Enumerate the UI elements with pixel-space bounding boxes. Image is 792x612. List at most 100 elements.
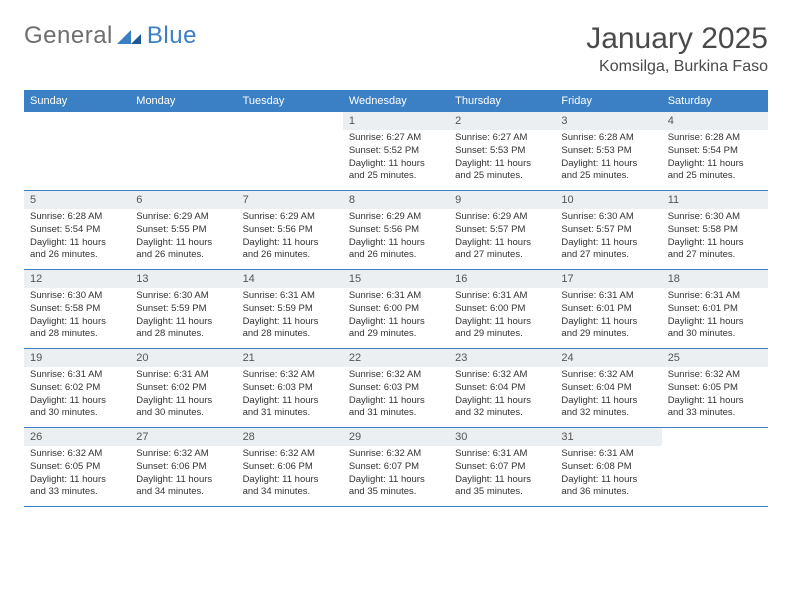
day-cell-empty (662, 428, 768, 506)
day-body: Sunrise: 6:30 AMSunset: 5:59 PMDaylight:… (130, 288, 236, 345)
weekday-row: SundayMondayTuesdayWednesdayThursdayFrid… (24, 90, 768, 112)
day-number: 27 (130, 428, 236, 446)
day-cell: 17Sunrise: 6:31 AMSunset: 6:01 PMDayligh… (555, 270, 661, 348)
day-cell: 20Sunrise: 6:31 AMSunset: 6:02 PMDayligh… (130, 349, 236, 427)
day-body: Sunrise: 6:32 AMSunset: 6:05 PMDaylight:… (24, 446, 130, 503)
day-body: Sunrise: 6:31 AMSunset: 6:02 PMDaylight:… (130, 367, 236, 424)
weekday-wednesday: Wednesday (343, 90, 449, 112)
day-number: 21 (237, 349, 343, 367)
day-cell: 4Sunrise: 6:28 AMSunset: 5:54 PMDaylight… (662, 112, 768, 190)
day-body: Sunrise: 6:31 AMSunset: 5:59 PMDaylight:… (237, 288, 343, 345)
day-number: 15 (343, 270, 449, 288)
day-cell: 7Sunrise: 6:29 AMSunset: 5:56 PMDaylight… (237, 191, 343, 269)
day-cell: 18Sunrise: 6:31 AMSunset: 6:01 PMDayligh… (662, 270, 768, 348)
day-body: Sunrise: 6:29 AMSunset: 5:55 PMDaylight:… (130, 209, 236, 266)
day-body: Sunrise: 6:31 AMSunset: 6:08 PMDaylight:… (555, 446, 661, 503)
day-cell: 24Sunrise: 6:32 AMSunset: 6:04 PMDayligh… (555, 349, 661, 427)
day-cell: 5Sunrise: 6:28 AMSunset: 5:54 PMDaylight… (24, 191, 130, 269)
day-body: Sunrise: 6:30 AMSunset: 5:57 PMDaylight:… (555, 209, 661, 266)
day-body: Sunrise: 6:30 AMSunset: 5:58 PMDaylight:… (24, 288, 130, 345)
day-number: 6 (130, 191, 236, 209)
day-cell: 23Sunrise: 6:32 AMSunset: 6:04 PMDayligh… (449, 349, 555, 427)
weekday-sunday: Sunday (24, 90, 130, 112)
day-body: Sunrise: 6:31 AMSunset: 6:01 PMDaylight:… (555, 288, 661, 345)
day-number: 26 (24, 428, 130, 446)
day-cell: 21Sunrise: 6:32 AMSunset: 6:03 PMDayligh… (237, 349, 343, 427)
weekday-tuesday: Tuesday (237, 90, 343, 112)
day-cell: 28Sunrise: 6:32 AMSunset: 6:06 PMDayligh… (237, 428, 343, 506)
day-number: 29 (343, 428, 449, 446)
day-body: Sunrise: 6:32 AMSunset: 6:03 PMDaylight:… (237, 367, 343, 424)
day-number: 23 (449, 349, 555, 367)
day-body: Sunrise: 6:32 AMSunset: 6:06 PMDaylight:… (130, 446, 236, 503)
week-row: 12Sunrise: 6:30 AMSunset: 5:58 PMDayligh… (24, 270, 768, 349)
day-cell-empty (24, 112, 130, 190)
day-number: 1 (343, 112, 449, 130)
day-cell: 1Sunrise: 6:27 AMSunset: 5:52 PMDaylight… (343, 112, 449, 190)
day-number: 7 (237, 191, 343, 209)
day-cell: 31Sunrise: 6:31 AMSunset: 6:08 PMDayligh… (555, 428, 661, 506)
day-number: 3 (555, 112, 661, 130)
day-body: Sunrise: 6:31 AMSunset: 6:02 PMDaylight:… (24, 367, 130, 424)
day-number: 20 (130, 349, 236, 367)
day-cell: 10Sunrise: 6:30 AMSunset: 5:57 PMDayligh… (555, 191, 661, 269)
day-cell: 27Sunrise: 6:32 AMSunset: 6:06 PMDayligh… (130, 428, 236, 506)
day-cell: 14Sunrise: 6:31 AMSunset: 5:59 PMDayligh… (237, 270, 343, 348)
day-number: 12 (24, 270, 130, 288)
day-body: Sunrise: 6:29 AMSunset: 5:56 PMDaylight:… (237, 209, 343, 266)
day-number: 10 (555, 191, 661, 209)
day-body: Sunrise: 6:30 AMSunset: 5:58 PMDaylight:… (662, 209, 768, 266)
day-body: Sunrise: 6:31 AMSunset: 6:00 PMDaylight:… (449, 288, 555, 345)
day-number (130, 112, 236, 130)
day-number: 24 (555, 349, 661, 367)
day-number: 25 (662, 349, 768, 367)
weekday-thursday: Thursday (449, 90, 555, 112)
day-body: Sunrise: 6:32 AMSunset: 6:05 PMDaylight:… (662, 367, 768, 424)
day-body: Sunrise: 6:28 AMSunset: 5:54 PMDaylight:… (24, 209, 130, 266)
logo: General Blue (24, 22, 197, 50)
day-number (237, 112, 343, 130)
calendar: SundayMondayTuesdayWednesdayThursdayFrid… (24, 90, 768, 507)
day-number: 28 (237, 428, 343, 446)
day-body: Sunrise: 6:29 AMSunset: 5:56 PMDaylight:… (343, 209, 449, 266)
day-number (24, 112, 130, 130)
day-number: 17 (555, 270, 661, 288)
week-row: 1Sunrise: 6:27 AMSunset: 5:52 PMDaylight… (24, 112, 768, 191)
logo-mark-icon (117, 26, 143, 46)
location: Komsilga, Burkina Faso (586, 58, 768, 76)
week-row: 26Sunrise: 6:32 AMSunset: 6:05 PMDayligh… (24, 428, 768, 507)
week-row: 5Sunrise: 6:28 AMSunset: 5:54 PMDaylight… (24, 191, 768, 270)
day-cell: 26Sunrise: 6:32 AMSunset: 6:05 PMDayligh… (24, 428, 130, 506)
day-cell: 6Sunrise: 6:29 AMSunset: 5:55 PMDaylight… (130, 191, 236, 269)
day-number: 9 (449, 191, 555, 209)
day-cell-empty (237, 112, 343, 190)
day-cell: 9Sunrise: 6:29 AMSunset: 5:57 PMDaylight… (449, 191, 555, 269)
logo-text-b: Blue (147, 22, 197, 50)
day-body: Sunrise: 6:27 AMSunset: 5:53 PMDaylight:… (449, 130, 555, 187)
day-body: Sunrise: 6:29 AMSunset: 5:57 PMDaylight:… (449, 209, 555, 266)
weekday-friday: Friday (555, 90, 661, 112)
day-body: Sunrise: 6:28 AMSunset: 5:54 PMDaylight:… (662, 130, 768, 187)
day-body: Sunrise: 6:31 AMSunset: 6:07 PMDaylight:… (449, 446, 555, 503)
day-cell: 3Sunrise: 6:28 AMSunset: 5:53 PMDaylight… (555, 112, 661, 190)
day-cell: 30Sunrise: 6:31 AMSunset: 6:07 PMDayligh… (449, 428, 555, 506)
day-body: Sunrise: 6:32 AMSunset: 6:06 PMDaylight:… (237, 446, 343, 503)
day-cell: 15Sunrise: 6:31 AMSunset: 6:00 PMDayligh… (343, 270, 449, 348)
day-cell: 25Sunrise: 6:32 AMSunset: 6:05 PMDayligh… (662, 349, 768, 427)
header: General Blue January 2025 Komsilga, Burk… (24, 22, 768, 76)
day-cell: 2Sunrise: 6:27 AMSunset: 5:53 PMDaylight… (449, 112, 555, 190)
day-body: Sunrise: 6:32 AMSunset: 6:03 PMDaylight:… (343, 367, 449, 424)
day-body: Sunrise: 6:32 AMSunset: 6:04 PMDaylight:… (555, 367, 661, 424)
day-number: 11 (662, 191, 768, 209)
logo-text-a: General (24, 22, 113, 50)
day-cell: 13Sunrise: 6:30 AMSunset: 5:59 PMDayligh… (130, 270, 236, 348)
day-cell-empty (130, 112, 236, 190)
weekday-monday: Monday (130, 90, 236, 112)
day-number: 2 (449, 112, 555, 130)
day-cell: 22Sunrise: 6:32 AMSunset: 6:03 PMDayligh… (343, 349, 449, 427)
day-body: Sunrise: 6:31 AMSunset: 6:01 PMDaylight:… (662, 288, 768, 345)
day-cell: 29Sunrise: 6:32 AMSunset: 6:07 PMDayligh… (343, 428, 449, 506)
day-number: 5 (24, 191, 130, 209)
day-number: 19 (24, 349, 130, 367)
day-cell: 16Sunrise: 6:31 AMSunset: 6:00 PMDayligh… (449, 270, 555, 348)
